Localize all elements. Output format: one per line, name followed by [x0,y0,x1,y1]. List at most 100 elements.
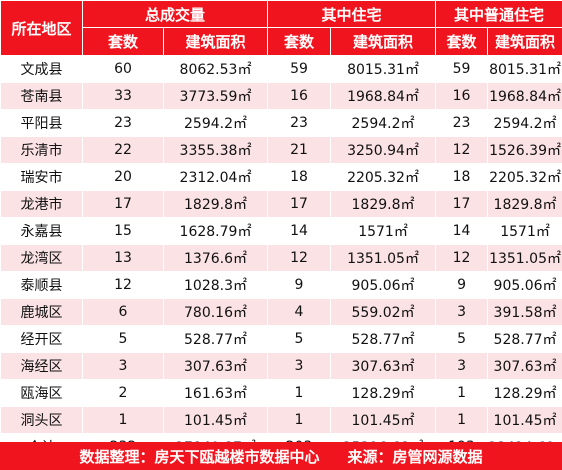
table-row: 经开区 5 528.77㎡ 5 528.77㎡ 5 528.77㎡ [0,325,562,353]
header-sub-area: 建筑面积 [487,27,562,56]
cell: 1351.05㎡ [487,244,562,272]
cell: 9 [435,271,489,299]
cell: 307.63㎡ [162,352,269,380]
region-cell: 经开区 [0,325,83,353]
region-cell: 乐清市 [0,136,83,164]
header-region: 所在地区 [0,0,83,56]
cell: 1968.84㎡ [330,82,437,110]
cell: 780.16㎡ [162,298,269,326]
cell: 1 [435,406,489,434]
cell: 528.77㎡ [487,325,562,353]
table-row: 洞头区 1 101.45㎡ 1 101.45㎡ 1 101.45㎡ [0,406,562,434]
cell: 905.06㎡ [330,271,437,299]
cell: 1 [267,379,332,407]
cell: 1351.05㎡ [330,244,437,272]
cell: 1829.8㎡ [330,190,437,218]
cell: 60 [82,55,164,83]
cell: 23 [435,109,489,137]
region-cell: 平阳县 [0,109,83,137]
cell: 18 [435,163,489,191]
cell: 1628.79㎡ [162,217,269,245]
table-row: 龙湾区 13 1376.6㎡ 12 1351.05㎡ 12 1351.05㎡ [0,244,562,272]
cell: 2205.32㎡ [330,163,437,191]
cell: 2312.04㎡ [162,163,269,191]
table-row: 瑞安市 20 2312.04㎡ 18 2205.32㎡ 18 2205.32㎡ [0,163,562,191]
region-cell: 洞头区 [0,406,83,434]
cell: 14 [435,217,489,245]
cell: 101.45㎡ [487,406,562,434]
cell: 8015.31㎡ [330,55,437,83]
cell: 2594.2㎡ [330,109,437,137]
region-cell: 泰顺县 [0,271,83,299]
cell: 33 [82,82,164,110]
table-row: 乐清市 22 3355.38㎡ 21 3250.94㎡ 12 1526.39㎡ [0,136,562,164]
cell: 528.77㎡ [330,325,437,353]
cell: 15 [82,217,164,245]
cell: 1028.3㎡ [162,271,269,299]
cell: 1968.84㎡ [487,82,562,110]
cell: 307.63㎡ [330,352,437,380]
cell: 21 [267,136,332,164]
cell: 3 [82,352,164,380]
cell: 2 [82,379,164,407]
footer-compiler: 数据整理：房天下瓯越楼市数据中心 [79,447,320,466]
cell: 1 [82,406,164,434]
cell: 12 [435,136,489,164]
cell: 5 [82,325,164,353]
region-cell: 龙港市 [0,190,83,218]
region-cell: 文成县 [0,55,83,83]
cell: 905.06㎡ [487,271,562,299]
table-row: 龙港市 17 1829.8㎡ 17 1829.8㎡ 17 1829.8㎡ [0,190,562,218]
cell: 23 [82,109,164,137]
cell: 2594.2㎡ [487,109,562,137]
table-row: 苍南县 33 3773.59㎡ 16 1968.84㎡ 16 1968.84㎡ [0,82,562,110]
cell: 128.29㎡ [487,379,562,407]
cell: 3 [267,352,332,380]
header-row-sub: 套数 建筑面积 套数 建筑面积 套数 建筑面积 [1,27,562,56]
table-row: 海经区 3 307.63㎡ 3 307.63㎡ 3 307.63㎡ [0,352,562,380]
cell: 1 [267,406,332,434]
cell: 101.45㎡ [162,406,269,434]
header-row-groups: 所在地区 总成交量 其中住宅 其中普通住宅 [0,0,562,56]
cell: 3355.38㎡ [162,136,269,164]
table-row: 平阳县 23 2594.2㎡ 23 2594.2㎡ 23 2594.2㎡ [0,109,562,137]
cell: 5 [435,325,489,353]
cell: 2594.2㎡ [162,109,269,137]
header-sub-area: 建筑面积 [162,27,269,56]
cell: 12 [267,244,332,272]
cell: 2205.32㎡ [487,163,562,191]
cell: 14 [267,217,332,245]
cell: 3 [435,298,489,326]
header-sub-units: 套数 [267,27,332,56]
cell: 1571㎡ [330,217,437,245]
header-sub-units: 套数 [82,27,164,56]
region-cell: 瓯海区 [0,379,83,407]
cell: 16 [435,82,489,110]
cell: 1829.8㎡ [162,190,269,218]
cell: 59 [267,55,332,83]
cell: 3773.59㎡ [162,82,269,110]
region-cell: 苍南县 [0,82,83,110]
table-row: 泰顺县 12 1028.3㎡ 9 905.06㎡ 9 905.06㎡ [0,271,562,299]
cell: 161.63㎡ [162,379,269,407]
cell: 5 [267,325,332,353]
cell: 22 [82,136,164,164]
cell: 307.63㎡ [487,352,562,380]
cell: 18 [267,163,332,191]
cell: 528.77㎡ [162,325,269,353]
cell: 128.29㎡ [330,379,437,407]
cell: 1526.39㎡ [487,136,562,164]
cell: 4 [267,298,332,326]
cell: 59 [435,55,489,83]
cell: 8015.31㎡ [487,55,562,83]
region-cell: 永嘉县 [0,217,83,245]
footer-source: 来源：房管网源数据 [347,447,483,466]
cell: 8062.53㎡ [162,55,269,83]
cell: 1829.8㎡ [487,190,562,218]
table-row: 永嘉县 15 1628.79㎡ 14 1571㎡ 14 1571㎡ [0,217,562,245]
source-footer: 数据整理：房天下瓯越楼市数据中心 来源：房管网源数据 [0,442,562,470]
table-row: 文成县 60 8062.53㎡ 59 8015.31㎡ 59 8015.31㎡ [0,55,562,83]
cell: 17 [267,190,332,218]
table-row: 瓯海区 2 161.63㎡ 1 128.29㎡ 1 128.29㎡ [0,379,562,407]
